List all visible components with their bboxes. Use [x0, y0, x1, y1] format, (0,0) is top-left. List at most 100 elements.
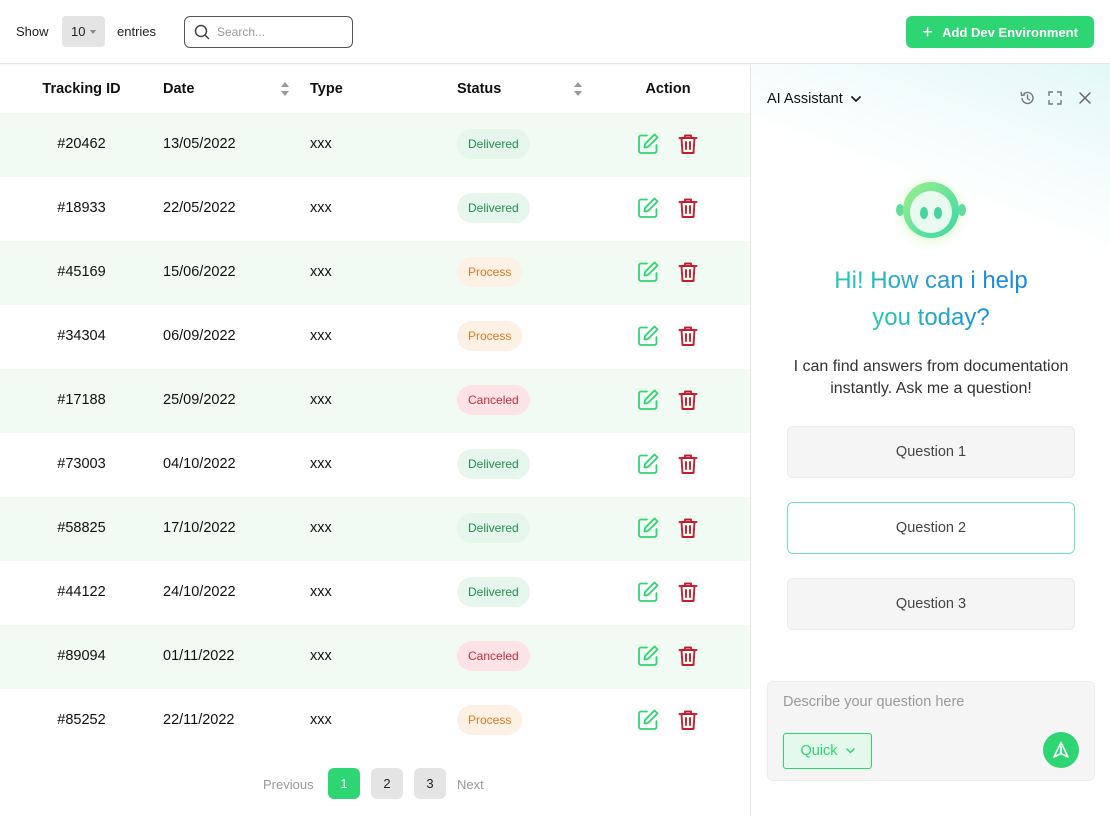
delete-icon[interactable] [676, 324, 700, 348]
type-cell: xxx [310, 200, 332, 216]
previous-page-button[interactable]: Previous [263, 777, 314, 792]
header-tracking-id: Tracking ID [42, 81, 121, 97]
tracking-id-cell: #85252 [57, 712, 106, 728]
greeting-line-2: you today? [751, 304, 1110, 332]
delete-icon[interactable] [676, 580, 700, 604]
suggested-question-1[interactable]: Question 1 [787, 426, 1075, 478]
date-cell: 01/11/2022 [163, 648, 235, 664]
edit-icon[interactable] [636, 260, 660, 284]
date-cell: 24/10/2022 [163, 584, 236, 600]
date-cell: 22/05/2022 [163, 200, 236, 216]
edit-icon[interactable] [636, 516, 660, 540]
delete-icon[interactable] [676, 388, 700, 412]
type-cell: xxx [310, 648, 332, 664]
page-2-button[interactable]: 2 [371, 768, 403, 799]
table-row: #89094 01/11/2022 xxx Canceled [0, 625, 750, 689]
page-3-button[interactable]: 3 [414, 768, 446, 799]
search-input[interactable] [217, 25, 337, 39]
date-cell: 13/05/2022 [163, 136, 236, 152]
delete-icon[interactable] [676, 260, 700, 284]
header-date[interactable]: Date [163, 81, 195, 97]
table-row: #45169 15/06/2022 xxx Process [0, 241, 750, 305]
date-cell: 22/11/2022 [163, 712, 235, 728]
edit-icon[interactable] [636, 388, 660, 412]
type-cell: xxx [310, 328, 332, 344]
plus-icon: + [922, 21, 934, 43]
date-cell: 25/09/2022 [163, 392, 236, 408]
edit-icon[interactable] [636, 452, 660, 476]
add-dev-environment-button[interactable]: + Add Dev Environment [906, 16, 1094, 48]
close-icon[interactable] [1077, 90, 1093, 106]
chevron-down-icon [90, 29, 97, 34]
table-row: #20462 13/05/2022 xxx Delivered [0, 113, 750, 177]
table-row: #34304 06/09/2022 xxx Process [0, 305, 750, 369]
suggested-question-2[interactable]: Question 2 [787, 502, 1075, 554]
page-1-button[interactable]: 1 [328, 768, 360, 799]
delete-icon[interactable] [676, 196, 700, 220]
status-badge: Delivered [457, 577, 530, 607]
history-icon[interactable] [1019, 90, 1035, 106]
send-button[interactable] [1043, 732, 1079, 768]
question-input[interactable] [783, 694, 1073, 718]
quick-label: Quick [800, 743, 838, 759]
table-row: #85252 22/11/2022 xxx Process [0, 689, 750, 753]
question-composer: Quick [767, 681, 1095, 781]
entries-value: 10 [71, 24, 86, 39]
status-badge: Process [457, 257, 523, 287]
greeting-text-a: Hi! How can i [834, 267, 983, 294]
greeting-text-c: you today? [872, 304, 990, 331]
next-page-button[interactable]: Next [457, 777, 484, 792]
entries-select[interactable]: 10 [62, 16, 105, 47]
delete-icon[interactable] [676, 132, 700, 156]
table-row: #58825 17/10/2022 xxx Delivered [0, 497, 750, 561]
header-action: Action [645, 81, 691, 97]
status-badge: Delivered [457, 193, 530, 223]
delete-icon[interactable] [676, 516, 700, 540]
entries-label: entries [117, 24, 157, 39]
header-status[interactable]: Status [457, 81, 502, 97]
quick-dropdown-button[interactable]: Quick [783, 733, 872, 769]
tracking-id-cell: #45169 [57, 264, 106, 280]
search-box[interactable] [184, 16, 353, 48]
table-body: #20462 13/05/2022 xxx Delivered #18933 22/05/… [0, 113, 750, 753]
chevron-down-icon [845, 748, 855, 754]
edit-icon[interactable] [636, 324, 660, 348]
sort-date-icon[interactable] [281, 82, 289, 96]
delete-icon[interactable] [676, 708, 700, 732]
add-button-label: Add Dev Environment [942, 24, 1078, 40]
sort-status-icon[interactable] [574, 82, 582, 96]
edit-icon[interactable] [636, 196, 660, 220]
date-cell: 06/09/2022 [163, 328, 236, 344]
header-type: Type [310, 81, 343, 97]
edit-icon[interactable] [636, 708, 660, 732]
type-cell: xxx [310, 264, 332, 280]
table-row: #17188 25/09/2022 xxx Canceled [0, 369, 750, 433]
table-header: Tracking ID Date Type Status Action [0, 65, 750, 113]
tracking-id-cell: #20462 [57, 136, 106, 152]
pagination: Previous 1 2 3 Next [0, 768, 750, 800]
assistant-title-dropdown[interactable]: AI Assistant [767, 91, 861, 107]
greeting-text-b: help [982, 267, 1028, 294]
suggested-question-3[interactable]: Question 3 [787, 578, 1075, 630]
date-cell: 15/06/2022 [163, 264, 236, 280]
type-cell: xxx [310, 392, 332, 408]
delete-icon[interactable] [676, 452, 700, 476]
edit-icon[interactable] [636, 132, 660, 156]
send-icon [1053, 741, 1069, 758]
assistant-mascot-icon [889, 170, 973, 254]
type-cell: xxx [310, 136, 332, 152]
type-cell: xxx [310, 456, 332, 472]
type-cell: xxx [310, 520, 332, 536]
tracking-id-cell: #18933 [57, 200, 106, 216]
assistant-title: AI Assistant [767, 91, 843, 107]
expand-icon[interactable] [1047, 90, 1063, 106]
edit-icon[interactable] [636, 580, 660, 604]
delete-icon[interactable] [676, 644, 700, 668]
tracking-table: Tracking ID Date Type Status Action #204… [0, 65, 750, 753]
date-cell: 17/10/2022 [163, 520, 236, 536]
type-cell: xxx [310, 584, 332, 600]
show-label: Show [16, 24, 49, 39]
edit-icon[interactable] [636, 644, 660, 668]
type-cell: xxx [310, 712, 332, 728]
status-badge: Canceled [457, 641, 530, 671]
